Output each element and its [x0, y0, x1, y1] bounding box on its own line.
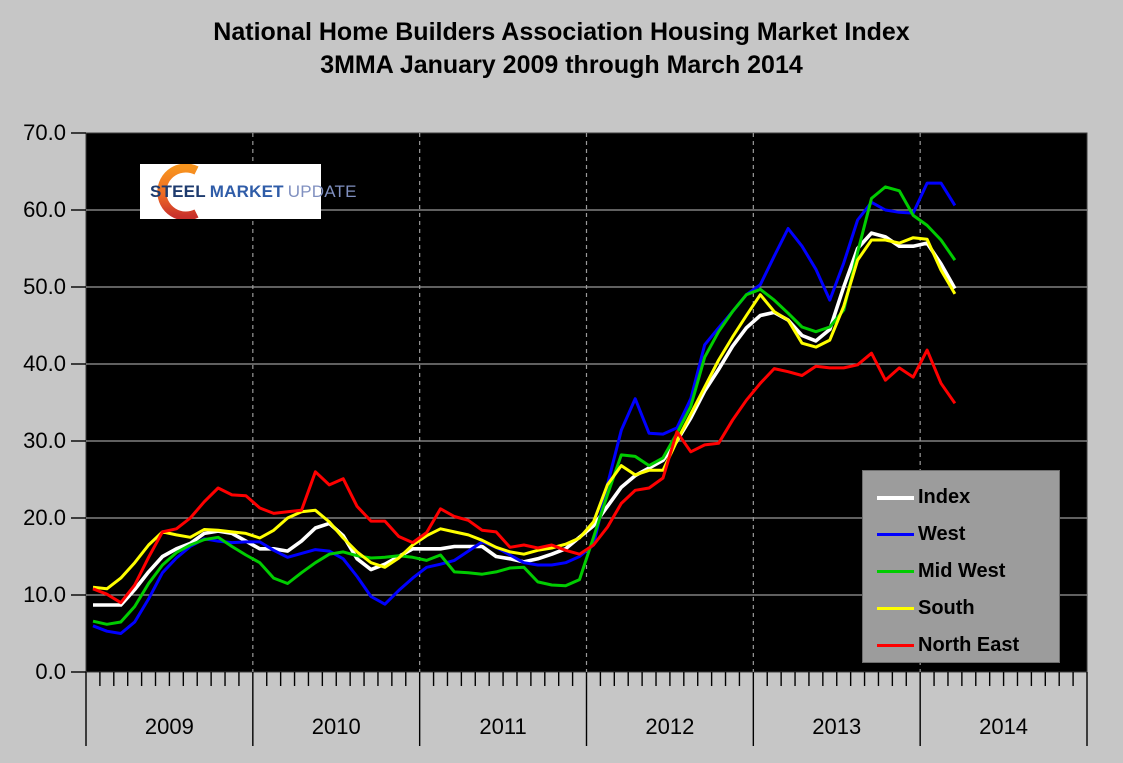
y-tick-label: 20.0 [23, 505, 66, 530]
x-year-label: 2011 [479, 714, 527, 739]
x-year-label: 2013 [812, 714, 862, 739]
y-tick-label: 70.0 [23, 120, 66, 145]
legend-item-mid-west: Mid West [863, 553, 1059, 590]
legend-item-west: West [863, 516, 1059, 553]
chart-title-line2: 3MMA January 2009 through March 2014 [320, 51, 803, 79]
legend-label-north-east: North East [918, 634, 1020, 656]
chart-legend: Index West Mid West South North East [862, 470, 1060, 663]
series-line-north-east [92, 348, 957, 605]
legend-line-sample-mid-west [877, 570, 914, 573]
legend-label-west: West [918, 523, 966, 545]
legend-label-index: Index [918, 486, 971, 508]
legend-item-north-east: North East [863, 627, 1059, 664]
y-tick-label: 30.0 [23, 428, 66, 453]
chart-title-line1: National Home Builders Association Housi… [213, 18, 910, 46]
legend-item-index: Index [863, 479, 1059, 516]
legend-line-sample-index [877, 495, 914, 500]
y-tick-label: 10.0 [23, 582, 66, 607]
y-tick-label: 0.0 [35, 659, 66, 684]
legend-label-south: South [918, 597, 975, 619]
y-tick-label: 60.0 [23, 197, 66, 222]
x-year-label: 2009 [144, 714, 194, 739]
x-year-label: 2010 [311, 714, 361, 739]
y-tick-label: 50.0 [23, 274, 66, 299]
legend-item-south: South [863, 590, 1059, 627]
smu-logo: STEEL MARKET UPDATE [140, 164, 356, 219]
legend-line-sample-south [877, 607, 914, 610]
y-tick-label: 40.0 [23, 351, 66, 376]
smu-logo-text: STEEL MARKET UPDATE [150, 164, 356, 219]
legend-line-sample-north-east [877, 644, 914, 647]
series-line-west [92, 181, 957, 635]
legend-label-mid-west: Mid West [918, 560, 1006, 582]
x-year-label: 2014 [979, 714, 1029, 739]
smu-logo-word-update: UPDATE [287, 181, 357, 201]
series-line-south [92, 236, 957, 591]
smu-logo-word-steel: STEEL [150, 181, 206, 201]
series-line-mid-west [92, 185, 957, 626]
smu-logo-crescent-icon [157, 164, 199, 219]
smu-logo-word-market: MARKET [209, 181, 284, 201]
chart-title: National Home Builders Association Housi… [0, 16, 1123, 82]
x-year-label: 2012 [645, 714, 695, 739]
legend-line-sample-west [877, 533, 914, 536]
